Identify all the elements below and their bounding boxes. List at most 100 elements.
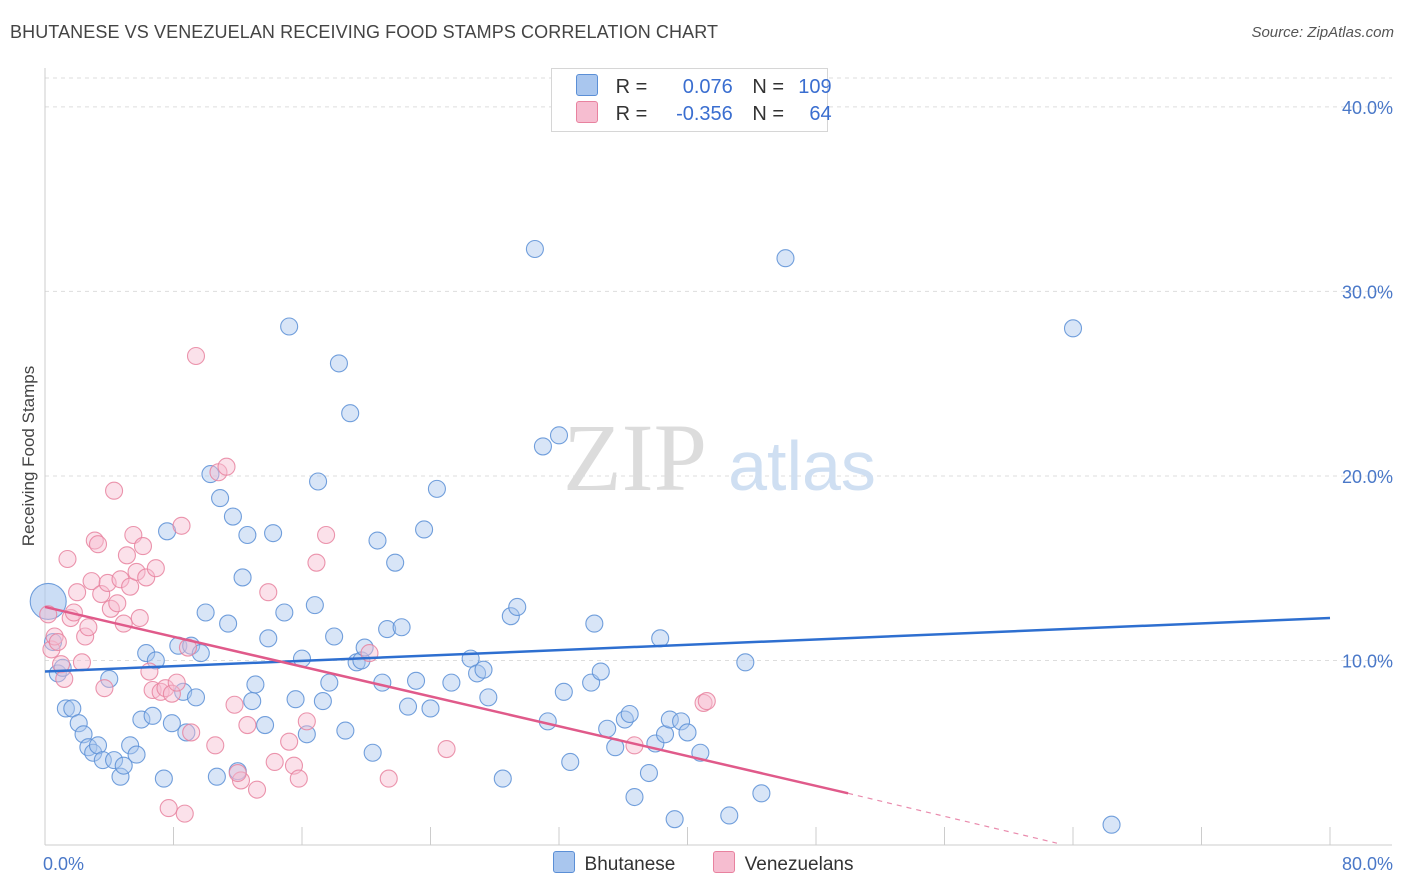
bhutanese-point	[508, 597, 527, 617]
venezuelan-point	[146, 559, 165, 578]
x-tick-label: 0.0%	[43, 854, 84, 874]
bhutanese-point	[132, 710, 151, 729]
bhutanese-point	[114, 756, 133, 775]
bhutanese-point	[598, 719, 617, 738]
bhutanese-point	[549, 426, 569, 445]
venezuelan-point	[137, 568, 156, 587]
bhutanese-point	[501, 607, 520, 626]
bhutanese-point	[69, 714, 88, 733]
bhutanese-point	[223, 507, 242, 526]
venezuelan-point	[697, 692, 716, 711]
bhutanese-point	[406, 671, 426, 690]
bhutanese-point	[233, 568, 252, 587]
data-points	[29, 239, 1121, 834]
bhutanese-point	[186, 688, 206, 707]
bhutanese-point	[625, 787, 644, 807]
bhutanese-point	[111, 767, 130, 786]
bhutanese-point	[56, 699, 75, 718]
bhutanese-point	[1063, 319, 1083, 338]
bhutanese-point	[162, 714, 181, 733]
venezuelan-point	[39, 605, 58, 624]
bhutanese-point	[143, 706, 162, 725]
venezuelan-point	[55, 669, 74, 688]
bhutanese-point	[620, 704, 639, 724]
venezuelan-point	[289, 769, 308, 788]
bhutanese-point	[219, 614, 238, 633]
bhutanese-point	[591, 662, 610, 681]
venezuelan-point	[127, 562, 146, 581]
y-tick-label: 10.0%	[1342, 651, 1393, 671]
bhutanese-point	[325, 627, 344, 646]
bhutanese-point	[415, 520, 434, 539]
venezuelan-point	[162, 684, 181, 703]
bhutanese-point	[211, 489, 230, 508]
bhutanese-point	[561, 752, 580, 772]
bhutanese-point	[655, 725, 675, 744]
watermark-atlas: atlas	[728, 427, 876, 505]
bhutanese-point	[280, 317, 299, 336]
venezuelan-point	[167, 673, 186, 692]
venezuelan-point	[95, 679, 114, 698]
bhutanese-point	[615, 710, 634, 729]
bhutanese-point	[651, 629, 670, 648]
bhutanese-point	[207, 767, 226, 786]
venezuelan-point	[186, 346, 206, 366]
bhutanese-legend-icon	[552, 851, 575, 873]
venezuelan-point	[105, 481, 124, 500]
venezuelan-point	[48, 632, 67, 652]
bhutanese-point	[386, 553, 405, 572]
bhutanese-point	[665, 810, 684, 829]
y-axis-label: Receiving Food Stamps	[19, 366, 38, 546]
venezuelan-trend-extension	[847, 792, 1058, 844]
legend-n-label: N =	[752, 76, 785, 98]
venezuelan-point	[228, 763, 247, 783]
legend-r-value: -0.356	[676, 103, 733, 125]
venezuelan-point	[58, 549, 77, 569]
bhutanese-point	[286, 690, 305, 709]
bhutanese-point	[259, 629, 278, 648]
venezuelan-swatch-icon	[576, 101, 598, 123]
venezuelan-point	[175, 804, 194, 823]
venezuelan-legend-icon	[712, 851, 735, 873]
legend-r-label: R =	[615, 76, 648, 98]
bhutanese-point	[398, 697, 418, 716]
venezuelan-point	[133, 537, 153, 556]
bhutanese-point	[660, 710, 679, 729]
venezuelan-point	[206, 736, 225, 755]
venezuelan-point	[182, 723, 201, 742]
bhutanese-point	[305, 596, 324, 615]
bhutanese-point	[378, 620, 397, 639]
legend-row-venezuelans: R = -0.356 N = 64	[576, 101, 832, 127]
bhutanese-point	[177, 723, 196, 742]
venezuelan-point	[159, 799, 178, 818]
bhutanese-point	[320, 673, 339, 692]
axes	[44, 68, 1392, 846]
bhutanese-point	[421, 699, 440, 718]
venezuelan-point	[108, 594, 127, 613]
venezuelan-point	[265, 752, 284, 772]
legend-label-bhutanese: Bhutanese	[584, 854, 676, 875]
legend-row-bhutanese: R = 0.076 N = 109	[576, 74, 832, 100]
bhutanese-point	[525, 239, 544, 259]
bhutanese-point	[154, 769, 173, 788]
venezuelan-point	[79, 618, 98, 637]
venezuelan-point	[68, 583, 87, 602]
bhutanese-point	[368, 531, 387, 550]
bhutanese-point	[256, 716, 275, 735]
legend-r-value: 0.076	[682, 76, 733, 98]
bhutanese-point	[297, 725, 316, 744]
bhutanese-point	[105, 751, 124, 770]
bhutanese-swatch-icon	[576, 74, 598, 96]
bhutanese-point	[275, 603, 294, 622]
venezuelan-point	[437, 739, 456, 759]
venezuelan-point	[259, 583, 278, 602]
venezuelan-point	[45, 627, 64, 646]
bhutanese-point	[100, 669, 119, 688]
correlation-legend: R = 0.076 N = 109 R = -0.356 N = 64	[551, 68, 832, 132]
bhutanese-point	[392, 618, 411, 637]
venezuelan-point	[111, 570, 130, 589]
legend-n-value: 64	[809, 103, 832, 125]
x-tick-label: 80.0%	[1342, 854, 1393, 874]
source-label: Source: ZipAtlas.com	[1251, 24, 1394, 41]
